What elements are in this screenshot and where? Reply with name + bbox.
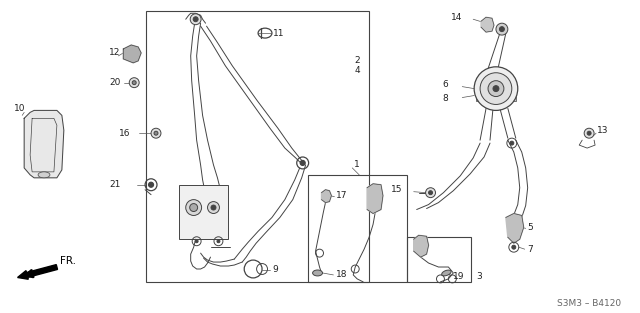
Text: 8: 8 [442, 94, 448, 103]
Polygon shape [24, 110, 64, 178]
Text: 16: 16 [119, 129, 131, 138]
Text: 10: 10 [14, 104, 26, 113]
Circle shape [154, 131, 158, 135]
Circle shape [151, 128, 161, 138]
Text: 12: 12 [109, 49, 121, 57]
Polygon shape [413, 235, 429, 257]
Circle shape [211, 205, 216, 210]
Text: 20: 20 [109, 78, 121, 87]
Text: 1: 1 [354, 161, 360, 169]
Text: 4: 4 [354, 66, 360, 75]
Text: 14: 14 [451, 13, 463, 22]
Bar [179, 185, 228, 239]
Text: 19: 19 [453, 272, 465, 281]
Polygon shape [481, 17, 494, 32]
Text: S3M3 – B4120: S3M3 – B4120 [557, 299, 621, 308]
Polygon shape [367, 184, 383, 213]
Circle shape [480, 73, 512, 105]
Ellipse shape [442, 270, 451, 276]
Circle shape [217, 240, 220, 243]
Polygon shape [506, 213, 524, 243]
Polygon shape [321, 190, 332, 203]
Text: 5: 5 [527, 223, 533, 232]
Ellipse shape [312, 270, 323, 276]
Ellipse shape [38, 172, 50, 178]
Circle shape [426, 188, 435, 198]
Circle shape [510, 141, 514, 145]
Text: 17: 17 [337, 191, 348, 200]
Text: 7: 7 [527, 245, 533, 254]
Text: 18: 18 [337, 270, 348, 280]
Circle shape [488, 81, 504, 96]
Circle shape [496, 23, 508, 35]
Text: 15: 15 [391, 185, 403, 194]
Circle shape [132, 81, 136, 85]
Circle shape [129, 78, 139, 88]
Circle shape [300, 161, 305, 165]
Bar [146, 11, 369, 282]
Circle shape [512, 245, 516, 249]
Circle shape [499, 27, 504, 32]
Circle shape [189, 203, 198, 212]
Polygon shape [124, 45, 141, 63]
FancyArrow shape [17, 264, 58, 279]
Text: 11: 11 [273, 28, 284, 38]
Text: 13: 13 [597, 126, 609, 135]
Circle shape [474, 67, 518, 110]
Text: 6: 6 [442, 80, 448, 89]
Bar [476, 81, 484, 100]
Text: 21: 21 [109, 180, 121, 189]
Text: FR.: FR. [60, 256, 76, 266]
Circle shape [186, 200, 202, 215]
Text: 2: 2 [354, 56, 360, 65]
Circle shape [190, 14, 201, 25]
Text: 3: 3 [476, 272, 482, 281]
Circle shape [587, 131, 591, 135]
Bar [308, 175, 407, 282]
Circle shape [148, 182, 154, 187]
Circle shape [195, 240, 198, 243]
Text: 9: 9 [272, 265, 278, 275]
Circle shape [429, 191, 433, 195]
Bar [407, 237, 471, 282]
Circle shape [207, 202, 220, 213]
Circle shape [493, 86, 499, 92]
Circle shape [193, 17, 198, 22]
Bar [508, 81, 516, 100]
Circle shape [584, 128, 594, 138]
